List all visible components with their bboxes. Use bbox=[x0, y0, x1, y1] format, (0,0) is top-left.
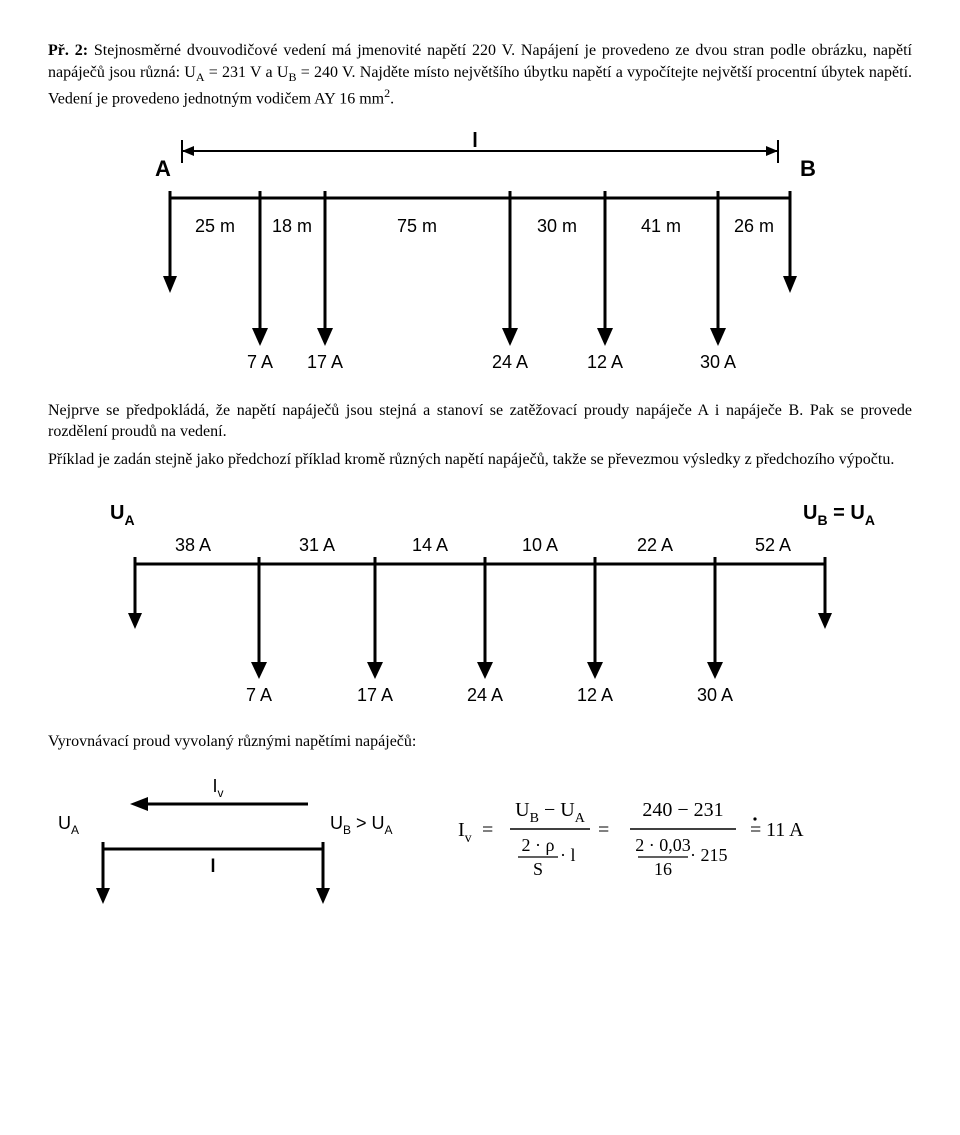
d3-UB: UB > UA bbox=[330, 813, 393, 837]
d2-top-4: 22 A bbox=[637, 535, 673, 555]
d1-dist-5: 26 m bbox=[734, 216, 774, 236]
d3-iv-label: Iv bbox=[212, 776, 223, 800]
f-num1: UB − UA bbox=[515, 799, 586, 826]
d1-feed-A-arrow bbox=[163, 276, 177, 293]
d1-dim-arrow-right bbox=[766, 146, 778, 156]
d1-load-0: 7 A bbox=[247, 352, 273, 372]
f-eq1: = bbox=[482, 819, 493, 841]
f-eq2: = bbox=[598, 819, 609, 841]
mid-para-2: Příklad je zadán stejně jako předchozí p… bbox=[48, 449, 912, 471]
vyrov-text: Vyrovnávací proud vyvolaný různými napět… bbox=[48, 731, 912, 753]
f-den1a: 2 · ρ bbox=[522, 835, 555, 855]
d1-feed-B-arrow bbox=[783, 276, 797, 293]
d2-top-5: 52 A bbox=[755, 535, 791, 555]
f-eq3: = bbox=[750, 819, 761, 841]
d2-top-3: 10 A bbox=[522, 535, 558, 555]
f-result: 11 A bbox=[766, 819, 804, 841]
f-den1b: S bbox=[533, 859, 543, 879]
d2-bot-4: 30 A bbox=[697, 685, 733, 705]
d1-dist-0: 25 m bbox=[195, 216, 235, 236]
intro-1b: = 231 V a U bbox=[205, 64, 289, 81]
d1-dist-1: 18 m bbox=[272, 216, 312, 236]
d2-bot-1: 17 A bbox=[357, 685, 393, 705]
d2-feed-B-arrow bbox=[818, 613, 832, 629]
d2-loads bbox=[251, 564, 723, 679]
d1-dim-arrow-left bbox=[182, 146, 194, 156]
d3-iv-arrow bbox=[130, 797, 148, 811]
intro-paragraph: Př. 2: Stejnosměrné dvouvodičové vedení … bbox=[48, 40, 912, 110]
d2-UB: UB = UA bbox=[803, 502, 875, 528]
d2-top-0: 38 A bbox=[175, 535, 211, 555]
f-den1c: · l bbox=[560, 845, 576, 865]
formula-row: UA UB > UA Iv l Iv = UB − UA 2 · ρ S · l… bbox=[48, 764, 912, 914]
f-Iv: Iv bbox=[458, 819, 472, 846]
d3-l-label: l bbox=[210, 856, 215, 876]
mid-para-1: Nejprve se předpokládá, že napětí napáje… bbox=[48, 400, 912, 443]
d2-top-2: 14 A bbox=[412, 535, 448, 555]
f-den2c: · 215 bbox=[690, 845, 728, 865]
d2-feed-A-arrow bbox=[128, 613, 142, 629]
intro-1d: . bbox=[390, 90, 394, 107]
d1-label-B: B bbox=[800, 156, 816, 181]
d1-label-A: A bbox=[155, 156, 171, 181]
diagram-1: A B | --> l 25 m 18 m 75 m 30 m 41 m 26 … bbox=[48, 128, 912, 378]
f-den2b: 16 bbox=[654, 859, 672, 879]
diagram-2: UA UB = UA 38 A 31 A 14 A 10 A 22 A 52 A… bbox=[48, 489, 912, 709]
d2-bot-2: 24 A bbox=[467, 685, 503, 705]
d2-top-1: 31 A bbox=[299, 535, 335, 555]
diagram-3: UA UB > UA Iv l bbox=[48, 764, 418, 914]
f-num2: 240 − 231 bbox=[642, 799, 723, 821]
d2-bot-3: 12 A bbox=[577, 685, 613, 705]
d1-dist-2: 75 m bbox=[397, 216, 437, 236]
d1-load-1: 17 A bbox=[307, 352, 343, 372]
intro-subA: A bbox=[196, 70, 205, 84]
formula: Iv = UB − UA 2 · ρ S · l = 240 − 231 2 ·… bbox=[458, 781, 858, 898]
d2-UA: UA bbox=[110, 502, 135, 528]
d1-load-3: 12 A bbox=[587, 352, 623, 372]
d1-dist-4: 41 m bbox=[641, 216, 681, 236]
pr-label: Př. 2: bbox=[48, 42, 88, 59]
d1-load-2: 24 A bbox=[492, 352, 528, 372]
d1-l-label: l bbox=[472, 130, 478, 152]
f-den2a: 2 · 0,03 bbox=[635, 835, 691, 855]
d3-UA: UA bbox=[58, 813, 79, 837]
d1-loads bbox=[170, 191, 790, 346]
d2-bot-0: 7 A bbox=[246, 685, 272, 705]
intro-subB: B bbox=[288, 70, 296, 84]
d1-load-4: 30 A bbox=[700, 352, 736, 372]
d1-dist-3: 30 m bbox=[537, 216, 577, 236]
